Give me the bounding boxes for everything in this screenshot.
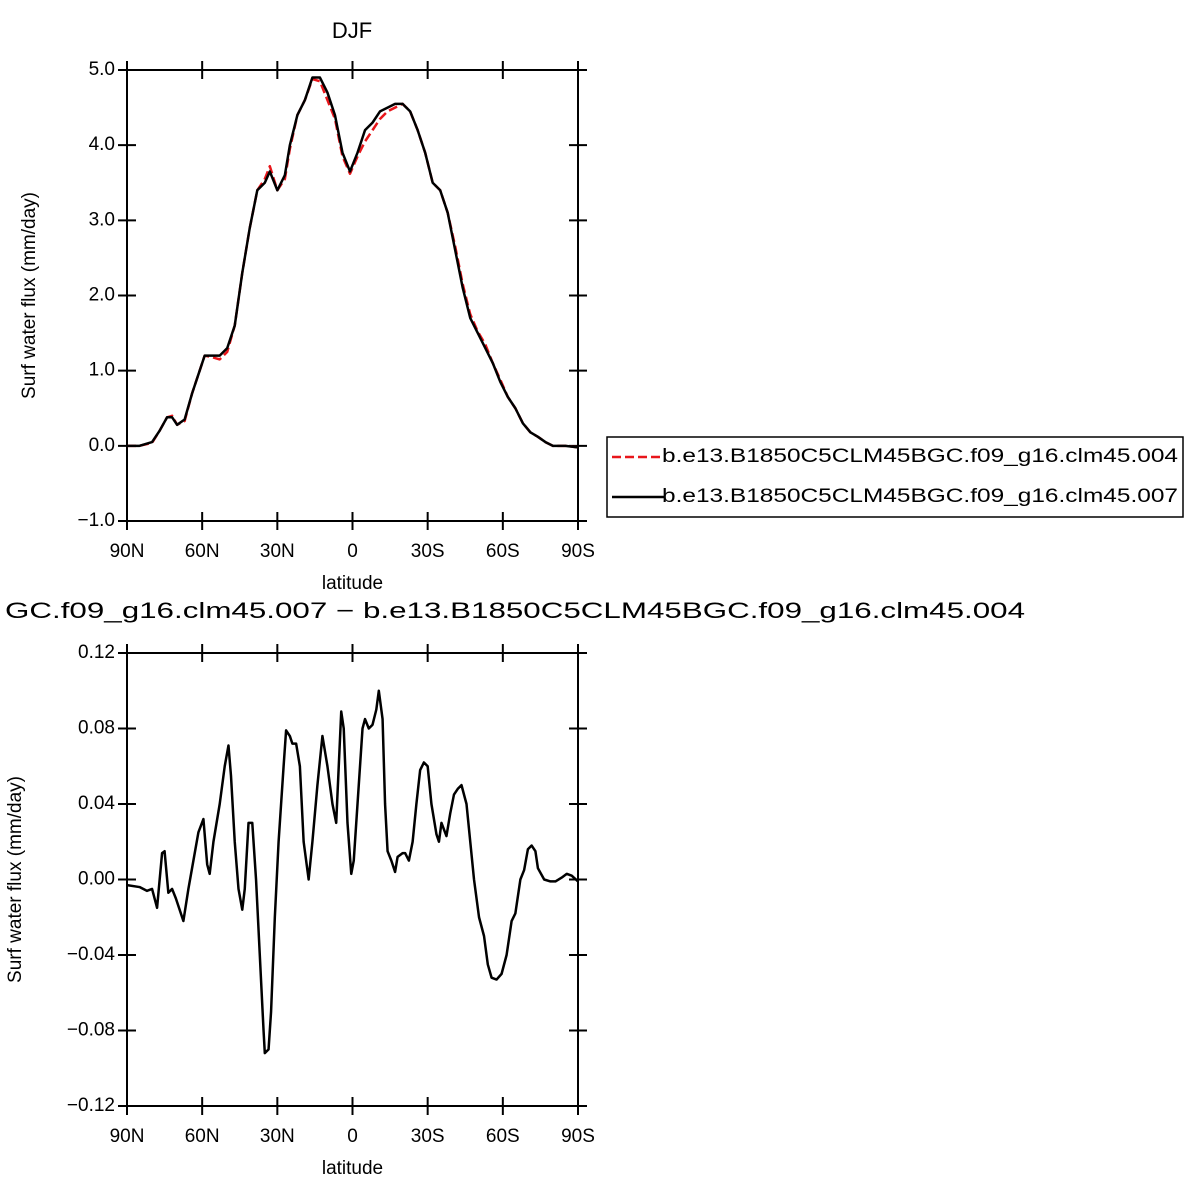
y-tick-label: 0.00 xyxy=(78,869,115,890)
y-axis-label: Surf water flux (mm/day) xyxy=(5,776,26,983)
plot-frame xyxy=(126,652,579,1107)
x-tick-label: 60S xyxy=(486,541,520,562)
x-tick-label: 90N xyxy=(110,1126,145,1147)
y-tick-label: 5.0 xyxy=(89,59,115,80)
x-tick-label: 60N xyxy=(185,1126,220,1147)
x-tick-label: 90N xyxy=(110,541,145,562)
x-axis-label: latitude xyxy=(322,1158,383,1179)
x-tick-label: 60N xyxy=(185,541,220,562)
x-tick-label: 30N xyxy=(260,1126,295,1147)
x-tick-label: 90S xyxy=(561,1126,595,1147)
x-tick-label: 90S xyxy=(561,541,595,562)
y-tick-label: 1.0 xyxy=(89,360,115,381)
plot-frame xyxy=(126,69,579,522)
y-tick-label: 4.0 xyxy=(89,134,115,155)
chart-title: GC.f09_g16.clm45.007 − b.e13.B1850C5CLM4… xyxy=(5,598,1025,623)
data-line xyxy=(126,689,579,1055)
y-tick-label: 0.12 xyxy=(78,642,115,663)
legend-label: b.e13.B1850C5CLM45BGC.f09_g16.clm45.004 xyxy=(662,446,1179,467)
y-tick-label: −0.04 xyxy=(67,944,116,965)
x-axis-label: latitude xyxy=(322,573,383,594)
y-axis-label: Surf water flux (mm/day) xyxy=(19,192,40,399)
x-tick-label: 30N xyxy=(260,541,295,562)
y-tick-label: 3.0 xyxy=(89,209,115,230)
legend-label: b.e13.B1850C5CLM45BGC.f09_g16.clm45.007 xyxy=(662,486,1178,507)
x-tick-label: 0 xyxy=(347,541,358,562)
y-tick-label: −0.08 xyxy=(67,1020,115,1041)
data-line xyxy=(127,76,579,449)
chart-title: DJF xyxy=(332,18,372,43)
x-tick-label: 30S xyxy=(411,541,445,562)
x-tick-label: 0 xyxy=(347,1126,358,1147)
data-line xyxy=(127,77,579,449)
y-tick-label: 0.0 xyxy=(89,435,115,456)
y-tick-label: −0.12 xyxy=(67,1095,115,1116)
y-tick-label: −1.0 xyxy=(77,510,115,531)
legend-box xyxy=(606,436,1184,518)
y-tick-label: 0.04 xyxy=(78,793,115,814)
x-tick-label: 30S xyxy=(411,1126,445,1147)
y-tick-label: 0.08 xyxy=(78,718,115,739)
x-tick-label: 60S xyxy=(486,1126,520,1147)
y-tick-label: 2.0 xyxy=(89,285,115,306)
